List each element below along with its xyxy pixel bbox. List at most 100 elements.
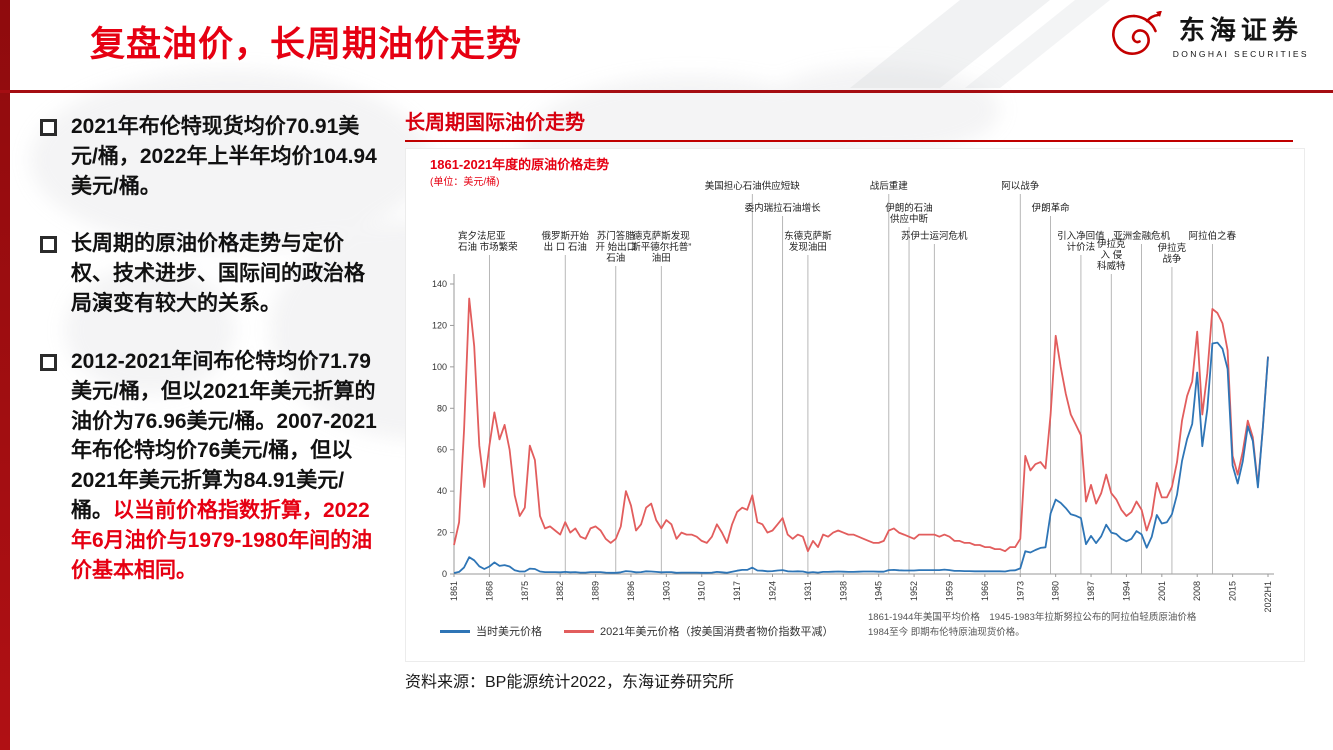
oil-price-chart: 1861-2021年度的原油价格走势 (单位：美元/桶) 0 20 40 60 80 100 1…: [430, 157, 1274, 613]
svg-text:宾夕法尼亚: 宾夕法尼亚: [458, 230, 506, 242]
chart-legend: 当时美元价格 2021年美元价格（按美国消费者物价指数平减）: [440, 623, 833, 639]
oil-price-chart-box: 1861-2021年度的原油价格走势 (单位：美元/桶) 0 20 40 60 80 100 1…: [405, 148, 1305, 662]
svg-text:伊朗的石油: 伊朗的石油: [885, 202, 933, 214]
svg-text:1903: 1903: [661, 581, 671, 601]
legend-swatch-real: [564, 629, 594, 633]
svg-text:1889: 1889: [591, 581, 601, 601]
bullet-text-main: 长周期的原油价格走势与定价权、技术进步、国际间的政治格局演变有较大的关系。: [71, 232, 365, 316]
legend-label-real: 2021年美元价格（按美国消费者物价指数平减）: [600, 626, 834, 638]
svg-text:1931: 1931: [803, 581, 813, 601]
svg-text:100: 100: [432, 362, 447, 372]
legend-swatch-nominal: [440, 629, 470, 633]
svg-text:2022H1: 2022H1: [1263, 581, 1273, 613]
svg-text:伊拉克: 伊拉克: [1158, 242, 1187, 254]
svg-text:1917: 1917: [732, 581, 742, 601]
logo-name-cn: 东海证券: [1178, 16, 1303, 45]
svg-text:(单位：美元/桶): (单位：美元/桶): [430, 175, 499, 188]
svg-text:2008: 2008: [1192, 581, 1202, 601]
bullet-item: 2021年布伦特现货均价70.91美元/桶，2022年上半年均价104.94美元…: [40, 112, 382, 201]
svg-text:美国担心石油供应短缺: 美国担心石油供应短缺: [705, 180, 801, 192]
svg-text:20: 20: [437, 528, 447, 538]
section-underline: [405, 140, 1293, 142]
svg-text:委内瑞拉石油增长: 委内瑞拉石油增长: [745, 202, 822, 214]
left-accent-bar: [0, 0, 10, 750]
svg-text:120: 120: [432, 320, 447, 330]
bullet-list: 2021年布伦特现货均价70.91美元/桶，2022年上半年均价104.94美元…: [40, 112, 382, 585]
svg-text:出 口 石油: 出 口 石油: [544, 241, 587, 253]
bullet-marker: [40, 236, 57, 254]
svg-text:0: 0: [442, 569, 447, 579]
svg-text:苏门答腊: 苏门答腊: [597, 230, 636, 242]
svg-text:德克萨斯发现: 德克萨斯发现: [633, 230, 691, 242]
svg-text:油田: 油田: [652, 252, 671, 264]
svg-text:1959: 1959: [944, 581, 954, 601]
bullet-text-main: 2012-2021年间布伦特均价71.79美元/桶，但以2021年美元折算的油价…: [71, 349, 377, 522]
svg-text:东德克萨斯: 东德克萨斯: [784, 230, 832, 242]
bullet-text-main: 2021年布伦特现货均价70.91美元/桶，2022年上半年均价104.94美元…: [71, 115, 377, 198]
svg-text:开 始出口: 开 始出口: [595, 241, 636, 253]
dragon-icon: [1111, 10, 1162, 55]
svg-text:1966: 1966: [980, 581, 990, 601]
chart-section-title: 长周期国际油价走势: [405, 112, 585, 134]
bullet-item: 长周期的原油价格走势与定价权、技术进步、国际间的政治格局演变有较大的关系。: [40, 229, 382, 318]
page-title: 复盘油价，长周期油价走势: [90, 25, 523, 64]
svg-text:140: 140: [432, 279, 447, 289]
bullet-text: 2021年布伦特现货均价70.91美元/桶，2022年上半年均价104.94美元…: [71, 112, 382, 201]
legend-item-nominal: 当时美元价格: [440, 623, 542, 639]
svg-text:亚洲金融危机: 亚洲金融危机: [1113, 230, 1171, 242]
legend-item-real: 2021年美元价格（按美国消费者物价指数平减）: [564, 623, 833, 639]
svg-text:阿拉伯之春: 阿拉伯之春: [1189, 230, 1237, 242]
bullet-marker: [40, 119, 57, 136]
legend-label-nominal: 当时美元价格: [476, 626, 542, 638]
bullet-item: 2012-2021年间布伦特均价71.79美元/桶，但以2021年美元折算的油价…: [40, 347, 382, 586]
svg-text:2001: 2001: [1157, 581, 1167, 601]
svg-text:伊拉克: 伊拉克: [1097, 238, 1126, 250]
svg-text:1868: 1868: [484, 581, 494, 601]
svg-text:发现油田: 发现油田: [789, 241, 827, 253]
svg-text:40: 40: [437, 486, 447, 496]
svg-text:1952: 1952: [909, 581, 919, 601]
source-text: 资料来源：BP能源统计2022，东海证券研究所: [405, 674, 734, 691]
svg-text:1973: 1973: [1015, 581, 1025, 601]
logo-text: 东海证券 DONGHAI SECURITIES: [1173, 10, 1309, 59]
svg-text:俄罗斯开始: 俄罗斯开始: [541, 230, 589, 242]
svg-text:入 侵: 入 侵: [1100, 249, 1122, 261]
logo-name-en: DONGHAI SECURITIES: [1172, 49, 1309, 59]
svg-text:2015: 2015: [1228, 581, 1238, 601]
chart-notes: 1861-1944年美国平均价格 1945-1983年拉斯努拉公布的阿拉伯轻质原…: [868, 611, 1278, 640]
bullet-text: 2012-2021年间布伦特均价71.79美元/桶，但以2021年美元折算的油价…: [71, 347, 382, 586]
svg-text:引入净回值: 引入净回值: [1057, 230, 1105, 242]
svg-text:苏伊士运河危机: 苏伊士运河危机: [901, 230, 968, 242]
svg-text:石油: 石油: [606, 252, 625, 264]
svg-text:计价法: 计价法: [1067, 241, 1096, 253]
bullet-text: 长周期的原油价格走势与定价权、技术进步、国际间的政治格局演变有较大的关系。: [71, 229, 382, 318]
svg-text:1994: 1994: [1121, 581, 1131, 601]
chart-note-line2: 1984至今 即期布伦特原油现货价格。: [868, 626, 1025, 638]
svg-text:60: 60: [437, 445, 447, 455]
chart-note-line1: 1861-1944年美国平均价格 1945-1983年拉斯努拉公布的阿拉伯轻质原…: [868, 612, 1197, 623]
svg-text:供应中断: 供应中断: [890, 213, 929, 225]
svg-text:1987: 1987: [1086, 581, 1096, 601]
svg-text:1910: 1910: [697, 581, 707, 601]
svg-text:1861: 1861: [449, 581, 459, 601]
svg-text:科威特: 科威特: [1097, 260, 1126, 272]
svg-text:80: 80: [437, 403, 447, 413]
company-logo: 东海证券 DONGHAI SECURITIES: [1105, 10, 1309, 59]
svg-text:1980: 1980: [1051, 581, 1061, 601]
bullet-text-highlight: 以当前价格指数折算，2022年6月油价与1979-1980年间的油价基本相同。: [71, 498, 373, 582]
svg-text:伊朗革命: 伊朗革命: [1032, 202, 1071, 214]
svg-text:石油 市场繁荣: 石油 市场繁荣: [458, 241, 518, 253]
svg-text:战争: 战争: [1162, 253, 1182, 265]
svg-text:1896: 1896: [626, 581, 636, 601]
svg-text:1882: 1882: [555, 581, 565, 601]
svg-text:斯平德尔托普”: 斯平德尔托普”: [631, 241, 691, 253]
svg-text:1924: 1924: [768, 581, 778, 601]
svg-text:1861-2021年度的原油价格走势: 1861-2021年度的原油价格走势: [430, 157, 609, 172]
svg-text:1875: 1875: [520, 581, 530, 601]
svg-text:1938: 1938: [838, 581, 848, 601]
header-divider: [0, 90, 1333, 93]
svg-text:战后重建: 战后重建: [870, 180, 909, 192]
svg-text:1945: 1945: [874, 581, 884, 601]
svg-text:阿以战争: 阿以战争: [1001, 180, 1040, 192]
